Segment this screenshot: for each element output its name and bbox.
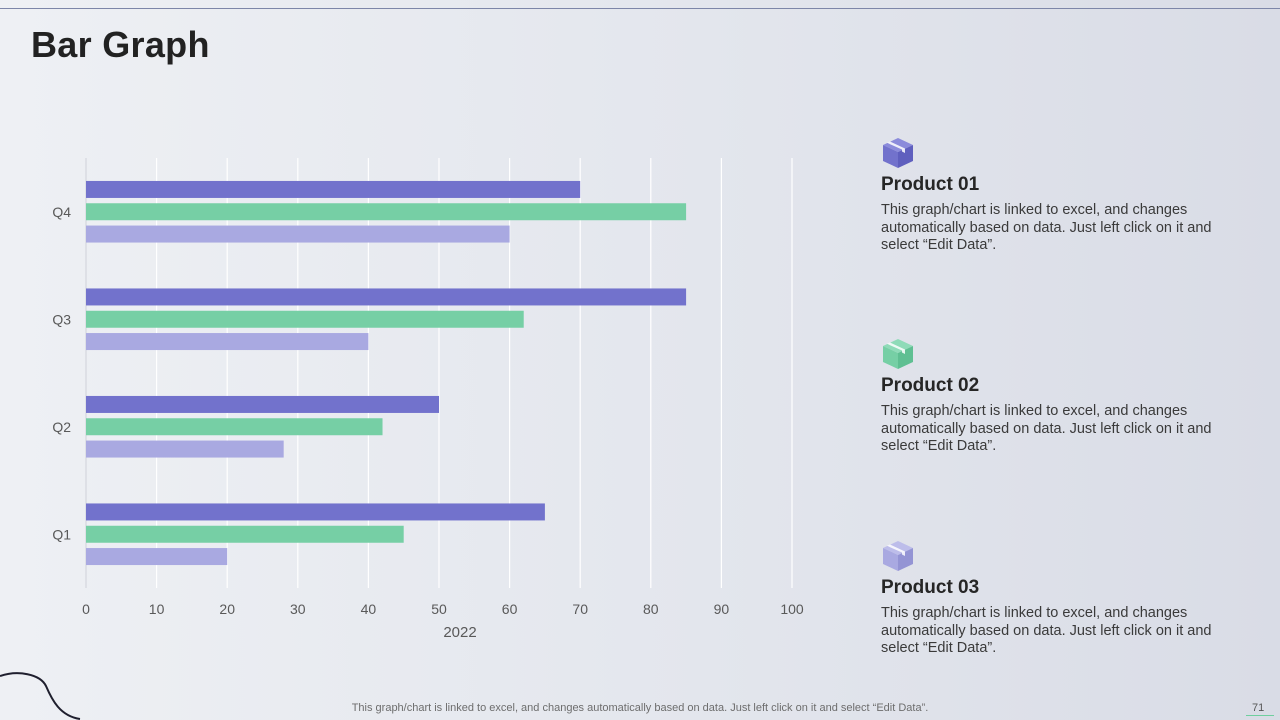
x-tick-label: 60: [502, 601, 518, 617]
page-number: 71: [1252, 702, 1265, 714]
box-icon: [883, 339, 913, 369]
bar-q1-series-2: [86, 525, 404, 543]
bar-q3-series-1: [86, 288, 687, 306]
bar-q4-series-3: [86, 225, 510, 243]
x-axis-title: 2022: [443, 624, 476, 641]
product-01-description: This graph/chart is linked to excel, and…: [881, 202, 1212, 253]
box-icon: [883, 541, 913, 571]
product-01-title: Product 01: [881, 174, 980, 195]
x-tick-label: 40: [361, 601, 377, 617]
x-tick-label: 0: [82, 601, 90, 617]
axis-labels: 0 10 20 30 40 50 60 70 80 90 100 2022 Q1 Q2 Q3 Q4: [52, 204, 804, 641]
bars: [86, 180, 687, 566]
x-tick-label: 80: [643, 601, 659, 617]
decorative-curve: [0, 672, 81, 720]
page-number-underline: [1246, 715, 1274, 716]
bar-q4-series-1: [86, 180, 581, 198]
gridlines: [85, 158, 793, 588]
product-02-description: This graph/chart is linked to excel, and…: [881, 403, 1212, 454]
y-tick-label: Q2: [52, 419, 71, 435]
x-tick-label: 90: [714, 601, 730, 617]
footer-note: This graph/chart is linked to excel, and…: [351, 702, 929, 714]
y-tick-label: Q4: [52, 204, 71, 220]
box-icon: [883, 138, 913, 168]
product-03-description: This graph/chart is linked to excel, and…: [881, 605, 1212, 656]
bar-q3-series-2: [86, 310, 524, 328]
top-rule: [0, 8, 1280, 9]
bar-q2-series-3: [86, 440, 284, 458]
bar-q2-series-2: [86, 418, 383, 436]
page-title: Bar Graph: [31, 24, 210, 65]
y-tick-label: Q1: [52, 526, 71, 542]
bar-chart: 0 10 20 30 40 50 60 70 80 90 100 2022 Q1 Q2 Q3 Q4: [52, 158, 804, 641]
product-01-card: Product 01 This graph/chart is linked to…: [881, 136, 1241, 255]
product-02-title: Product 02: [881, 375, 980, 396]
bar-q1-series-3: [86, 548, 228, 566]
bar-q2-series-1: [86, 395, 439, 413]
product-03-title: Product 03: [881, 577, 980, 598]
bar-q4-series-2: [86, 203, 687, 221]
bar-q3-series-3: [86, 333, 369, 351]
x-tick-label: 30: [290, 601, 306, 617]
product-02-card: Product 02 This graph/chart is linked to…: [881, 337, 1241, 456]
x-tick-label: 50: [431, 601, 447, 617]
x-tick-label: 20: [219, 601, 235, 617]
x-tick-label: 10: [149, 601, 165, 617]
x-tick-label: 70: [572, 601, 588, 617]
bar-q1-series-1: [86, 503, 545, 521]
product-03-card: Product 03 This graph/chart is linked to…: [881, 539, 1241, 658]
x-tick-label: 100: [780, 601, 804, 617]
y-tick-label: Q3: [52, 311, 71, 327]
